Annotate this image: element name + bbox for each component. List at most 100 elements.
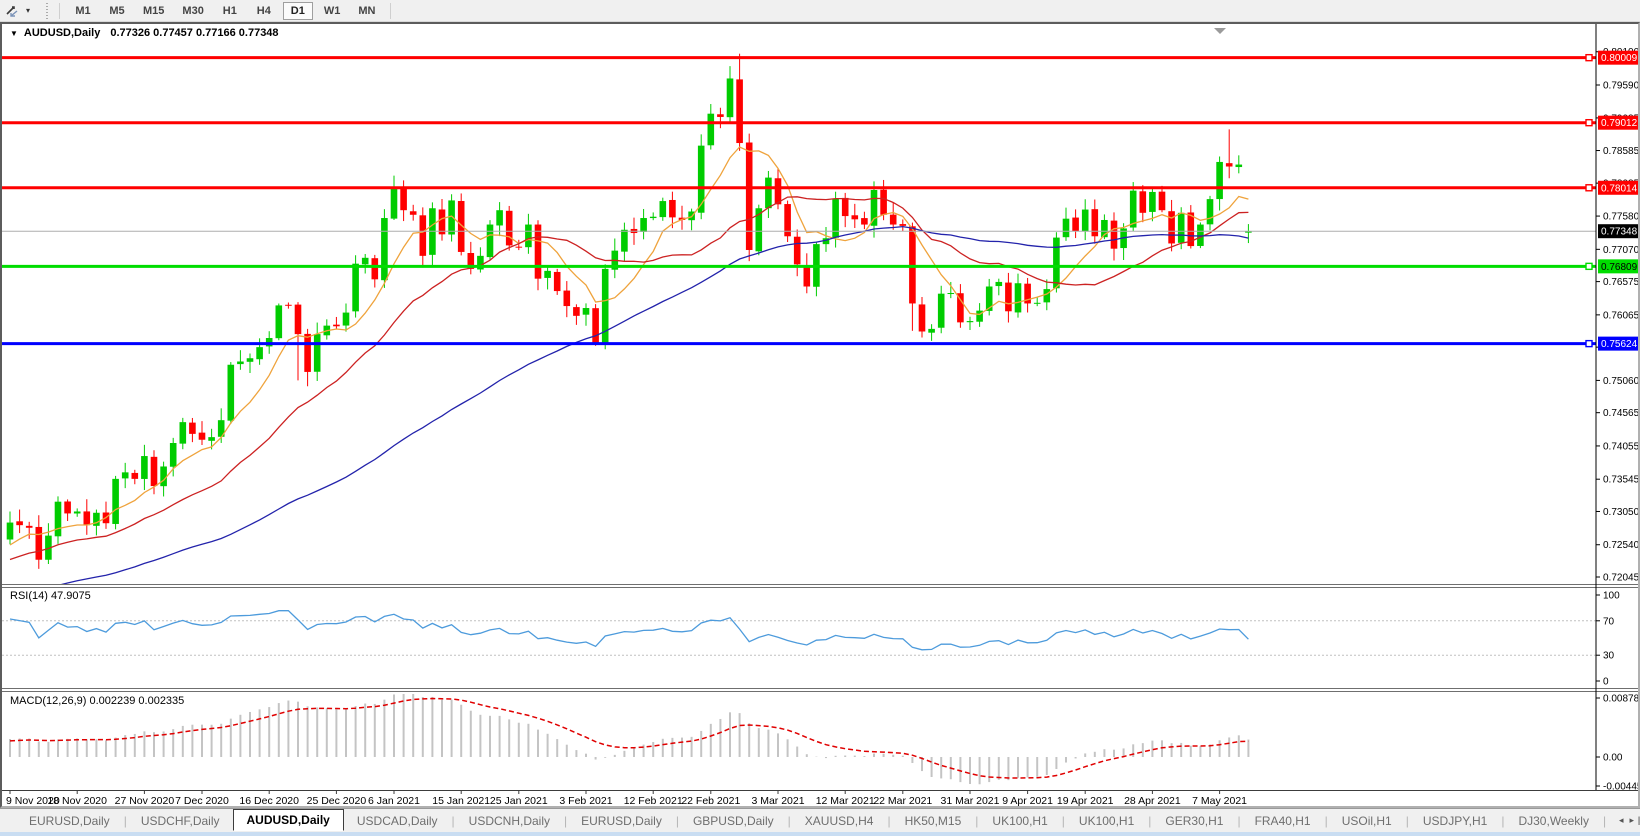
candle [1139,191,1147,213]
timeframe-button-d1[interactable]: D1 [282,1,313,20]
price-tick-label: 0.74055 [1603,441,1638,452]
chart-tab-usdchf-daily[interactable]: USDCHF,Daily [140,813,220,828]
price-axis[interactable]: 0.801000.795900.790850.785850.780850.775… [1595,24,1638,793]
candle [717,114,724,117]
timeframe-button-m30[interactable]: M30 [182,4,204,17]
chart-tab-eurusd-daily[interactable]: EURUSD,Daily [29,813,110,828]
macd-axis-label: 0.008782 [1603,694,1638,705]
chevron-down-icon[interactable]: ▾ [26,6,31,15]
toolbar-grip[interactable] [44,2,50,19]
candle [544,270,551,278]
hline-handle[interactable] [1585,53,1593,62]
rsi-axis-label: 30 [1603,651,1615,662]
time-axis-label: 15 Jan 2021 [432,795,490,806]
rsi-indicator-label: RSI(14) 47.9075 [10,590,91,602]
tab-divider: | [1501,813,1505,828]
candle [1129,190,1137,228]
pane-separator[interactable] [2,584,1638,585]
candle [1091,209,1099,237]
candle [995,281,1003,287]
candle [1187,212,1195,247]
candle [745,142,753,250]
candle [707,113,715,146]
price-tick-label: 0.72540 [1603,540,1638,551]
time-axis-label: 27 Nov 2020 [115,795,175,806]
candle [1158,191,1166,211]
hline-handle[interactable] [1585,262,1593,271]
pane-separator[interactable] [2,688,1638,689]
candle [1081,209,1089,232]
chart-tab-uk100-h1[interactable]: UK100,H1 [992,813,1048,828]
chart-tab-dj30-weekly[interactable]: DJ30,Weekly [1518,813,1589,828]
chart-tab-xauusd-h4[interactable]: XAUUSD,H4 [804,813,874,828]
candle [400,188,407,211]
candle [390,188,398,219]
chart-tab-usdcad-daily[interactable]: USDCAD,Daily [356,813,438,828]
chart-shift-marker[interactable] [1214,28,1226,34]
tab-scroll-left-icon[interactable]: ◂ [1618,814,1624,825]
candle [304,333,311,372]
window-bottom-edge [0,832,1640,836]
price-tick-label: 0.73545 [1603,475,1638,486]
candle [851,215,859,220]
candle [1014,283,1022,313]
chart-tab-gbpusd-daily[interactable]: GBPUSD,Daily [692,813,774,828]
macd-indicator-label: MACD(12,26,9) 0.002239 0.002335 [10,695,185,707]
chart-tab-usoil-h1[interactable]: USOil,H1 [1341,813,1392,828]
cursor-tool-icon[interactable] [4,3,22,19]
chart-title: ▼ AUDUSD,Daily 0.77326 0.77457 0.77166 0… [10,27,279,39]
timeframe-button-mn[interactable]: MN [358,4,376,17]
chart-tab-audusd-daily[interactable]: AUDUSD,Daily [232,809,344,831]
tab-scroll-right-icon[interactable]: ▸ [1629,814,1634,825]
candle [803,265,811,287]
chart-tab-usdjpy-h1[interactable]: USDJPY,H1 [1422,813,1488,828]
candle [342,312,350,326]
price-badge-label: 0.76809 [1601,262,1638,273]
timeframe-button-m1[interactable]: M1 [75,4,91,17]
price-tick-label: 0.75060 [1603,376,1638,387]
candle [880,189,887,215]
timeframe-button-w1[interactable]: W1 [323,4,341,17]
candle [361,257,369,265]
candle [784,204,791,237]
hline-handle[interactable] [1585,184,1593,192]
time-axis-label: 7 May 2021 [1192,795,1247,806]
candle [1235,164,1243,168]
price-badge-label: 0.75624 [1601,339,1638,350]
candle [285,304,292,306]
time-axis-label: 25 Dec 2020 [307,795,367,806]
chart-tab-ger30-h1[interactable]: GER30,H1 [1165,813,1224,828]
hline-handle[interactable] [1585,118,1593,127]
time-axis-label: 28 Apr 2021 [1124,795,1181,806]
candle [621,229,628,252]
chart-tab-hk50-m15[interactable]: HK50,M15 [904,813,962,828]
price-badge-label: 0.79012 [1601,118,1638,129]
tab-divider: | [1405,813,1409,828]
timeframe-buttons: M1 M5 M15 M30 H1 H4 D1 W1 MN [66,1,384,20]
tab-divider: | [1324,813,1328,828]
tab-divider: | [1602,813,1607,828]
timeframe-button-h1[interactable]: H1 [222,4,237,17]
candle [256,347,263,360]
candle [409,211,417,215]
chart-tab-fra40-h1[interactable]: FRA40,H1 [1254,813,1311,828]
candle [160,466,167,487]
candle [534,224,542,279]
chart-window: 9 Nov 2020 18 Nov 2020 27 Nov 2020 7 Dec 20… [0,22,1640,808]
timeframe-button-m5[interactable]: M5 [109,4,125,17]
hline-handle[interactable] [1585,339,1593,348]
toolbar-separator [59,2,61,19]
tab-divider: | [1148,813,1152,828]
chart-tab-usdcnh-daily[interactable]: USDCNH,Daily [468,813,551,828]
chart-tab-uk100-h1[interactable]: UK100,H1 [1078,813,1135,828]
timeframe-button-h4[interactable]: H4 [256,4,271,17]
ma-line-7 [9,146,1249,546]
price-badge [1598,115,1638,130]
timeframe-button-m15[interactable]: M15 [143,4,165,17]
ma-line-55 [60,225,1249,584]
chart-tab-eurusd-daily[interactable]: EURUSD,Daily [581,813,662,828]
candle [1206,199,1214,225]
symbol-dropdown-caret[interactable]: ▼ [10,28,18,38]
